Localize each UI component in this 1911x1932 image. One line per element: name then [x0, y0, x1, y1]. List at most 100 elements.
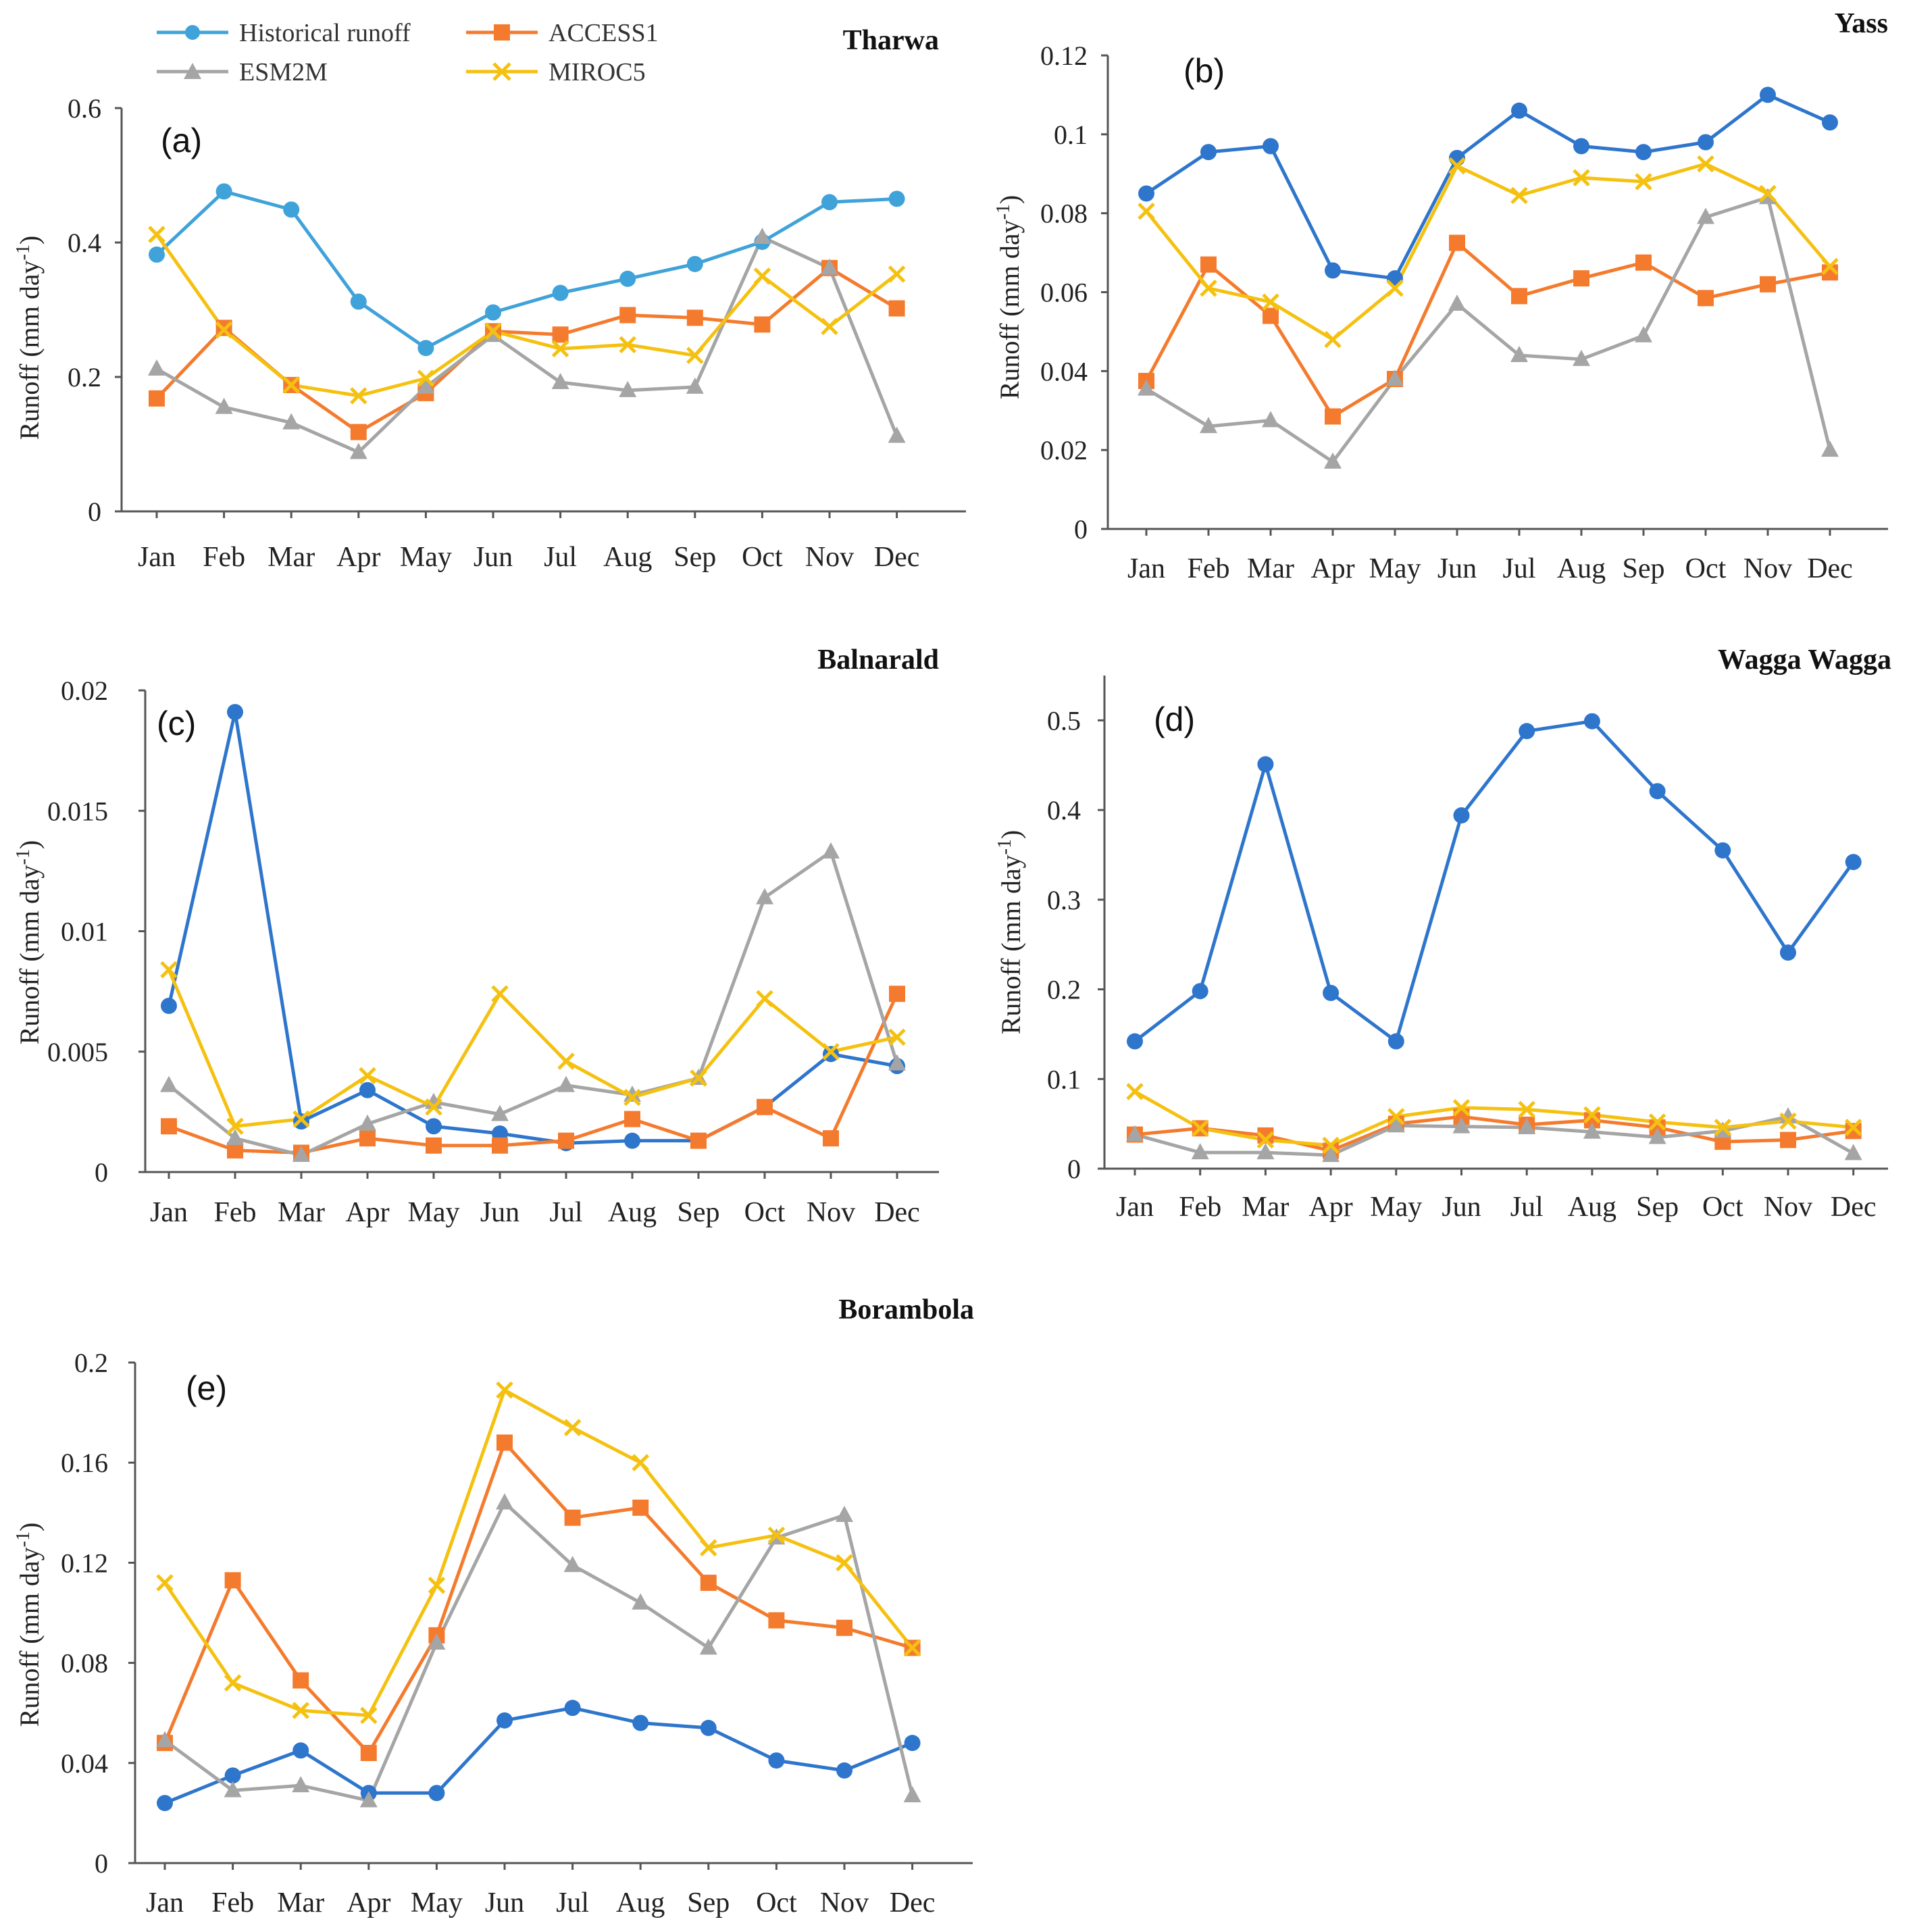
data-point-historical-runoff	[292, 1742, 309, 1759]
y-tick-label: 0.015	[47, 796, 108, 826]
x-tick-label: Aug	[1557, 553, 1606, 584]
data-point-access1	[224, 1572, 241, 1589]
y-tick-label: 0	[1074, 514, 1088, 544]
data-point-esm2m	[1448, 295, 1466, 311]
data-point-access1	[754, 316, 771, 333]
series-line-esm2m	[1145, 195, 1832, 464]
data-point-miroc5	[1387, 1108, 1405, 1125]
legend-label-esm2m: ESM2M	[239, 58, 328, 86]
data-point-miroc5	[156, 1574, 174, 1592]
data-point-esm2m	[836, 1506, 853, 1523]
data-point-miroc5	[417, 370, 435, 387]
data-point-historical-runoff	[161, 998, 177, 1015]
data-point-miroc5	[215, 321, 233, 339]
series-line-access1	[1144, 240, 1831, 419]
data-point-esm2m	[160, 1075, 178, 1092]
y-tick-label: 0.16	[61, 1448, 108, 1478]
data-point-miroc5	[1697, 155, 1714, 173]
x-tick-label: Aug	[608, 1197, 657, 1228]
x-tick-label: Sep	[678, 1197, 720, 1228]
x-tick-label: Jun	[485, 1887, 524, 1918]
data-point-historical-runoff	[485, 304, 501, 321]
data-point-esm2m	[1138, 379, 1155, 396]
data-point-historical-runoff	[1453, 807, 1470, 824]
x-tick-label: Dec	[1807, 553, 1853, 584]
x-tick-label: Nov	[1764, 1192, 1812, 1223]
x-tick-label: Dec	[874, 542, 920, 573]
y-tick-label: 0.08	[1040, 199, 1088, 229]
x-tick-label: Mar	[267, 542, 315, 573]
data-point-historical-runoff	[1573, 138, 1589, 155]
data-point-esm2m	[1573, 349, 1590, 366]
data-point-access1	[1200, 256, 1217, 273]
data-point-historical-runoff	[1263, 138, 1279, 155]
data-point-historical-runoff	[552, 284, 569, 301]
data-point-esm2m	[1200, 417, 1217, 434]
panel-e-title: Borambola	[838, 1294, 974, 1325]
data-point-historical-runoff	[1511, 102, 1527, 119]
data-point-miroc5	[767, 1526, 786, 1544]
data-point-historical-runoff	[564, 1700, 581, 1717]
data-point-esm2m	[1697, 207, 1714, 224]
data-point-miroc5	[425, 1098, 442, 1116]
data-point-historical-runoff	[426, 1118, 442, 1135]
data-point-miroc5	[632, 1454, 649, 1471]
y-tick-label: 0	[88, 497, 101, 527]
data-point-historical-runoff	[1323, 984, 1340, 1001]
x-tick-label: Sep	[673, 542, 716, 573]
data-point-miroc5	[1573, 169, 1590, 186]
data-point-miroc5	[1191, 1119, 1209, 1138]
data-point-historical-runoff	[1780, 944, 1796, 961]
legend-marker-access1	[494, 24, 510, 41]
data-point-historical-runoff	[1635, 144, 1652, 161]
y-tick-label: 0	[95, 1157, 108, 1188]
data-point-access1	[149, 390, 165, 407]
data-point-esm2m	[226, 1129, 244, 1146]
x-tick-label: Mar	[277, 1887, 324, 1918]
panel-e-plot: 0 0.04 0.08 0.12 0.16 0.2 Jan Feb Mar Apr May Jun Ju…	[61, 1348, 973, 1918]
data-point-esm2m	[417, 377, 435, 394]
data-point-miroc5	[1583, 1106, 1601, 1124]
panel-c-letter: (c)	[157, 705, 196, 742]
data-point-miroc5	[1510, 186, 1528, 205]
data-point-esm2m	[428, 1633, 446, 1650]
data-point-historical-runoff	[888, 190, 905, 207]
data-point-miroc5	[822, 1042, 840, 1061]
data-point-esm2m	[156, 1731, 174, 1748]
x-tick-label: Jul	[1502, 553, 1535, 584]
data-point-access1	[350, 424, 367, 440]
data-point-miroc5	[1635, 173, 1652, 190]
series-line-esm2m	[168, 850, 899, 1157]
x-tick-label: Jan	[146, 1887, 184, 1918]
data-point-historical-runoff	[904, 1735, 921, 1752]
panel-b-title: Yass	[1835, 8, 1888, 39]
data-point-miroc5	[619, 336, 636, 354]
data-point-access1	[757, 1098, 773, 1115]
data-point-historical-runoff	[836, 1762, 852, 1779]
x-tick-label: Nov	[805, 542, 854, 573]
data-point-esm2m	[1322, 1146, 1340, 1163]
panel-a-title: Tharwa	[843, 25, 939, 56]
data-point-historical-runoff	[1325, 262, 1341, 279]
data-point-esm2m	[1452, 1117, 1471, 1134]
data-point-historical-runoff	[1845, 854, 1862, 871]
data-point-historical-runoff	[700, 1719, 717, 1736]
data-point-esm2m	[821, 258, 838, 275]
data-point-historical-runoff	[624, 1132, 640, 1149]
y-tick-label: 0	[1067, 1154, 1081, 1184]
x-tick-label: Oct	[742, 542, 783, 573]
x-tick-label: Mar	[1247, 553, 1294, 584]
data-point-access1	[552, 326, 569, 343]
data-point-access1	[1698, 290, 1714, 307]
data-point-esm2m	[699, 1638, 717, 1655]
y-tick-label: 0.04	[1040, 356, 1088, 386]
data-point-esm2m	[1518, 1117, 1536, 1134]
data-point-miroc5	[821, 317, 838, 336]
x-tick-label: Jul	[1510, 1192, 1544, 1223]
data-point-historical-runoff	[1583, 713, 1600, 730]
x-tick-label: Jul	[544, 542, 577, 573]
y-tick-label: 0.12	[1040, 41, 1088, 71]
series-line-miroc5	[155, 233, 898, 398]
x-tick-label: Apr	[347, 1887, 390, 1918]
